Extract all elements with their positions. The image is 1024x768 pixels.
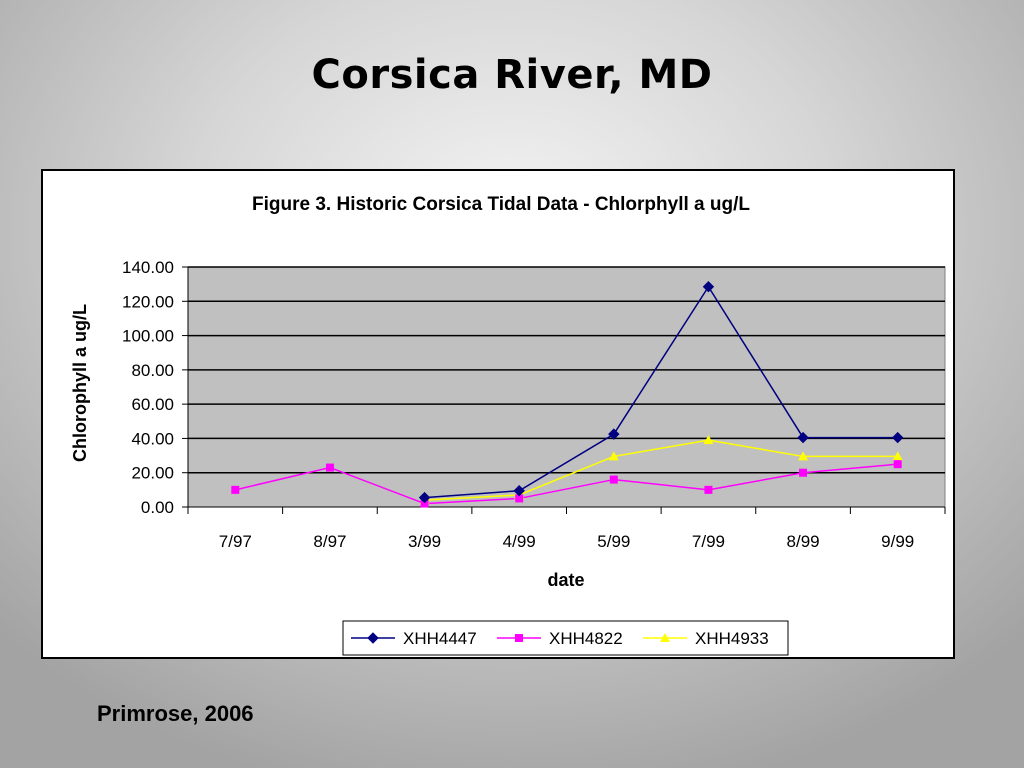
data-point-xhh4822 [704,485,713,494]
y-axis-label: Chlorophyll a ug/L [70,304,90,462]
legend-marker-xhh4933 [660,633,670,642]
chart-title: Figure 3. Historic Corsica Tidal Data - … [252,194,750,215]
data-point-xhh4933 [892,451,903,461]
chart-frame: Figure 3. Historic Corsica Tidal Data - … [41,169,955,659]
y-tick-label: 60.00 [131,395,174,414]
y-tick-label: 120.00 [122,292,174,311]
data-point-xhh4447 [513,485,525,497]
legend-marker-xhh4822 [515,634,523,642]
x-tick-label: 7/97 [219,532,252,551]
x-tick-label: 5/99 [597,532,630,551]
source-caption: Primrose, 2006 [97,701,254,726]
y-tick-label: 140.00 [122,258,174,277]
x-tick-label: 8/97 [313,532,346,551]
data-point-xhh4822 [420,499,429,508]
x-tick-label: 9/99 [881,532,914,551]
data-point-xhh4822 [231,485,240,494]
data-point-xhh4822 [893,460,902,469]
data-point-xhh4447 [608,428,620,440]
line-chart: Figure 3. Historic Corsica Tidal Data - … [70,194,946,656]
plot-background [187,266,946,508]
data-point-xhh4447 [891,431,904,444]
legend-box [342,620,789,656]
legend-label: XHH4822 [549,629,623,648]
data-point-xhh4447 [797,431,809,444]
y-tick-label: 80.00 [131,361,174,380]
data-point-xhh4933 [608,451,619,461]
y-tick-label: 100.00 [122,327,174,346]
data-point-xhh4822 [799,468,808,477]
x-tick-label: 4/99 [503,532,536,551]
legend-marker-xhh4447 [367,632,379,644]
data-point-xhh4447 [702,281,715,293]
legend-label: XHH4447 [403,629,477,648]
data-point-xhh4822 [515,494,524,503]
y-tick-label: 40.00 [131,429,174,448]
x-tick-label: 7/99 [692,532,725,551]
series-line-xhh4447 [424,285,898,499]
data-point-xhh4933 [798,451,809,461]
series-line-xhh4822 [235,463,898,505]
slide-title: Corsica River, MD [311,52,713,98]
y-tick-label: 20.00 [131,464,174,483]
data-point-xhh4447 [418,491,431,504]
x-tick-label: 8/99 [787,532,820,551]
x-axis-label: date [547,570,584,590]
data-point-xhh4822 [325,463,334,472]
y-tick-label: 0.00 [141,498,174,517]
plot-area: 0.00 20.00 40.00 60.00 80.00 100.00 120.00 140.… [122,258,946,551]
x-tick-label: 3/99 [408,532,441,551]
data-point-xhh4933 [703,435,714,445]
series-line-xhh4933 [424,439,898,501]
legend-label: XHH4933 [695,629,769,648]
legend: XHH4447 XHH4822 XHH4933 [342,620,789,656]
data-point-xhh4822 [609,475,618,484]
